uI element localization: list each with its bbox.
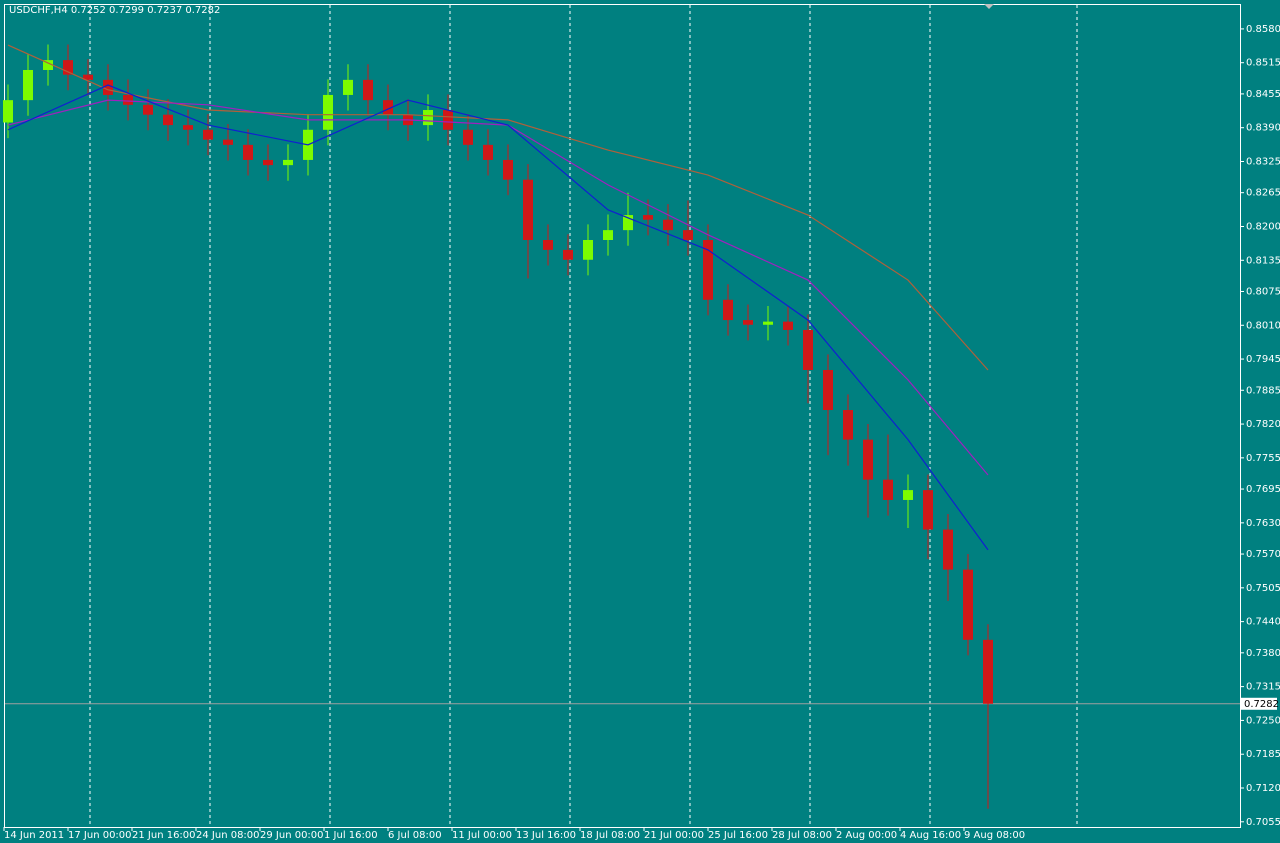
- y-tick-label: 0.7755: [1246, 453, 1280, 464]
- x-tick-label: 24 Jun 08:00: [196, 830, 260, 841]
- y-tick-label: 0.7185: [1246, 749, 1280, 760]
- candle-body: [443, 110, 453, 130]
- y-tick-label: 0.7945: [1246, 354, 1280, 365]
- candle-body: [903, 490, 913, 500]
- y-tick-label: 0.7570: [1246, 549, 1280, 560]
- y-tick-label: 0.8135: [1246, 255, 1280, 266]
- y-tick-label: 0.7055: [1246, 817, 1280, 828]
- candle-body: [503, 159, 513, 180]
- y-tick-label: 0.7315: [1246, 682, 1280, 693]
- x-tick-label: 9 Aug 08:00: [964, 830, 1025, 841]
- x-tick-label: 1 Jul 16:00: [324, 830, 378, 841]
- candle-body: [123, 94, 133, 105]
- candle-body: [883, 479, 893, 500]
- candle-body: [583, 240, 593, 260]
- candle-body: [83, 74, 93, 80]
- x-tick-label: 17 Jun 00:00: [68, 830, 132, 841]
- y-tick-label: 0.7250: [1246, 715, 1280, 726]
- x-tick-label: 4 Aug 16:00: [900, 830, 961, 841]
- candle-body: [243, 144, 253, 160]
- candle-body: [183, 125, 193, 130]
- candle-body: [843, 410, 853, 440]
- candle-body: [603, 230, 613, 241]
- candle-body: [163, 114, 173, 126]
- candle-body: [663, 219, 673, 231]
- y-tick-label: 0.7440: [1246, 617, 1280, 628]
- x-tick-label: 21 Jul 00:00: [644, 830, 704, 841]
- y-tick-label: 0.7885: [1246, 385, 1280, 396]
- y-tick-label: 0.7630: [1246, 518, 1280, 529]
- candle-body: [783, 321, 793, 330]
- x-tick-label: 18 Jul 08:00: [580, 830, 640, 841]
- candle-body: [63, 60, 73, 75]
- x-tick-label: 11 Jul 00:00: [452, 830, 512, 841]
- x-tick-label: 25 Jul 16:00: [708, 830, 768, 841]
- candle-body: [943, 529, 953, 570]
- moving-average: [7, 84, 989, 551]
- y-tick-label: 0.8580: [1246, 24, 1280, 35]
- y-tick-label: 0.8455: [1246, 89, 1280, 100]
- x-tick-label: 2 Aug 00:00: [836, 830, 897, 841]
- y-tick-label: 0.8515: [1246, 58, 1280, 69]
- y-tick-label: 0.8075: [1246, 286, 1280, 297]
- y-tick-label: 0.8010: [1246, 320, 1280, 331]
- candle-body: [623, 215, 633, 231]
- candle-body: [103, 79, 113, 95]
- candle-body: [363, 79, 373, 101]
- candle-body: [323, 94, 333, 130]
- y-tick-label: 0.7505: [1246, 583, 1280, 594]
- plot-frame: [4, 4, 1241, 828]
- candle-body: [703, 240, 713, 300]
- candle-body: [463, 129, 473, 145]
- candle-body: [563, 249, 573, 260]
- candle-body: [923, 490, 933, 530]
- candle-body: [343, 79, 353, 95]
- candle-body: [763, 321, 773, 325]
- candle-body: [23, 69, 33, 101]
- candle-body: [143, 104, 153, 115]
- shift-marker: [984, 4, 994, 9]
- y-tick-label: 0.7380: [1246, 648, 1280, 659]
- y-tick-label: 0.8325: [1246, 156, 1280, 167]
- candle-body: [3, 100, 13, 123]
- candle-body: [383, 100, 393, 115]
- x-tick-label: 29 Jun 00:00: [260, 830, 324, 841]
- candle-body: [423, 110, 433, 126]
- x-tick-label: 6 Jul 08:00: [388, 830, 442, 841]
- candle-body: [223, 139, 233, 145]
- candle-body: [803, 329, 813, 370]
- candle-body: [983, 639, 993, 704]
- x-tick-label: 14 Jun 2011: [4, 830, 64, 841]
- candle-body: [863, 439, 873, 480]
- chart-title: USDCHF,H4 0.7252 0.7299 0.7237 0.7282: [9, 5, 220, 16]
- candle-body: [263, 159, 273, 166]
- candle-body: [683, 230, 693, 241]
- y-tick-label: 0.7820: [1246, 419, 1280, 430]
- candle-body: [743, 320, 753, 325]
- candle-body: [723, 299, 733, 321]
- candle-body: [643, 215, 653, 220]
- day-separators: [89, 5, 1078, 827]
- candle-body: [523, 179, 533, 241]
- y-tick-label: 0.8200: [1246, 221, 1280, 232]
- y-tick-label: 0.7695: [1246, 484, 1280, 495]
- candle-body: [483, 144, 493, 160]
- last-price-box: [1241, 697, 1277, 710]
- x-tick-label: 28 Jul 08:00: [772, 830, 832, 841]
- y-tick-label: 0.7120: [1246, 783, 1280, 794]
- candle-body: [283, 159, 293, 166]
- x-tick-label: 13 Jul 16:00: [516, 830, 576, 841]
- candle-body: [43, 60, 53, 70]
- y-tick-label: 0.8265: [1246, 188, 1280, 199]
- candle-body: [823, 369, 833, 411]
- candle-body: [543, 240, 553, 250]
- x-tick-label: 21 Jun 16:00: [132, 830, 196, 841]
- y-tick-label: 0.8390: [1246, 123, 1280, 134]
- last-price-label: 0.7282: [1244, 699, 1279, 710]
- candle-body: [203, 129, 213, 140]
- candle-body: [963, 569, 973, 640]
